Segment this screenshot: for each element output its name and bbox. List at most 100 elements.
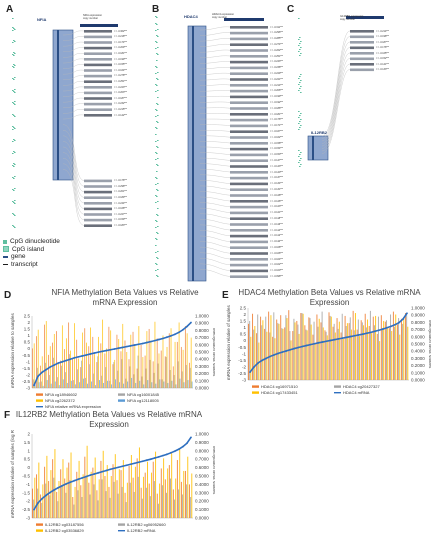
bar-mark — [180, 481, 182, 518]
cpg-dot — [157, 183, 159, 184]
bar-mark — [338, 321, 340, 380]
y-tick-label: 2.5 — [24, 314, 31, 319]
probe-block — [230, 66, 268, 70]
connector-line — [321, 63, 351, 152]
bar-mark — [310, 324, 312, 380]
connector-line — [199, 67, 231, 70]
legend-swatch — [118, 399, 125, 402]
cpg-dot — [155, 152, 157, 153]
bar-mark — [147, 461, 149, 518]
probe-block — [230, 205, 268, 209]
y2-tick-label: 0.5000 — [195, 474, 209, 479]
bar-mark — [60, 469, 62, 518]
bar-mark — [349, 317, 351, 380]
cpg-dot — [157, 115, 159, 116]
bar-mark — [402, 323, 404, 380]
cpg-dot — [12, 54, 14, 55]
probe-block — [230, 176, 268, 180]
bar-mark — [54, 449, 56, 518]
bar-mark — [309, 318, 311, 380]
mrna-point — [398, 321, 400, 324]
y2-tick-label: 0.3000 — [195, 490, 209, 495]
cpg-dot — [155, 109, 157, 110]
correlation-label: r = -0.206*** — [270, 89, 284, 93]
bar-mark — [281, 328, 283, 380]
legend-entry: IL12RB2 cg03536829 — [45, 528, 84, 533]
connector-line — [62, 163, 85, 220]
probe-block — [84, 207, 112, 211]
bar-mark — [177, 361, 179, 388]
bar-mark — [364, 313, 366, 380]
bar-mark — [167, 382, 169, 388]
bar-mark — [165, 357, 167, 388]
bar-mark — [290, 340, 292, 380]
mrna-point — [321, 341, 324, 343]
mrna-point — [249, 371, 251, 374]
correlation-label: r = -0.251*** — [114, 79, 128, 83]
mrna-point — [121, 465, 124, 468]
bar-mark — [365, 327, 367, 380]
cpg-dot — [14, 41, 16, 42]
mrna-point — [317, 341, 320, 344]
correlation-label: r = -0.121*** — [270, 211, 284, 215]
bar-mark — [110, 330, 112, 388]
correlation-label: r = -0.158*** — [270, 141, 284, 145]
correlation-label: r = -0.128*** — [270, 193, 284, 197]
correlation-label: r = -0.362*** — [114, 29, 128, 33]
bar-mark — [383, 320, 385, 380]
mrna-point — [77, 355, 80, 358]
mrna-point — [309, 343, 312, 346]
probe-block — [84, 46, 112, 50]
cpg-dot — [14, 116, 16, 117]
legend-swatch — [252, 385, 259, 388]
y2-tick-label: 0.2000 — [195, 371, 209, 376]
probe-block — [230, 211, 268, 215]
bar-mark — [140, 344, 142, 388]
bar-mark — [105, 491, 107, 518]
bar-mark — [103, 382, 104, 388]
probe-block — [230, 246, 268, 249]
correlation-label: r = -0.223*** — [114, 85, 128, 89]
cpg-dot — [299, 55, 301, 56]
expression-bar-c — [346, 16, 384, 19]
correlation-label: r = -0.137*** — [270, 176, 284, 180]
bar-mark — [157, 503, 159, 518]
bar-mark — [32, 379, 34, 388]
bar-mark — [64, 349, 66, 388]
y2-tick-label: 0.4000 — [195, 357, 209, 362]
mrna-point — [178, 448, 180, 451]
bar-mark — [130, 334, 132, 388]
bar-mark — [172, 366, 174, 388]
connector-line — [62, 130, 85, 187]
bar-mark — [117, 370, 119, 388]
y-tick-label: -2.5 — [22, 507, 30, 512]
mrna-point — [113, 348, 116, 350]
panel-letter-b: B — [152, 4, 160, 15]
bar-mark — [114, 359, 116, 388]
cpg-dot — [156, 164, 158, 165]
cpg-dot — [14, 89, 16, 90]
bar-mark — [342, 338, 344, 380]
bar-mark — [123, 383, 125, 388]
correlation-label: r = -0.106*** — [270, 251, 284, 255]
connector-line — [199, 152, 231, 155]
bar-mark — [116, 334, 118, 388]
correlation-label: r = -0.143*** — [270, 164, 284, 168]
bar-mark — [99, 380, 100, 388]
cpg-dot — [300, 158, 302, 159]
mrna-point — [121, 346, 124, 349]
cpg-dot — [299, 166, 301, 167]
bar-mark — [85, 476, 87, 518]
y-tick-label: -0.5 — [238, 345, 246, 350]
connector-line — [199, 107, 231, 109]
panel-letter-e: E — [222, 290, 229, 301]
y2-tick-label: 0.6000 — [195, 342, 209, 347]
bar-mark — [144, 355, 146, 388]
legend-swatch — [36, 523, 43, 526]
cpg-dot — [157, 97, 159, 98]
bar-mark — [77, 369, 78, 388]
cpg-dot — [298, 84, 300, 85]
probe-block — [230, 217, 268, 220]
bar-mark — [109, 380, 111, 388]
y-tick-label: 1 — [27, 333, 30, 338]
